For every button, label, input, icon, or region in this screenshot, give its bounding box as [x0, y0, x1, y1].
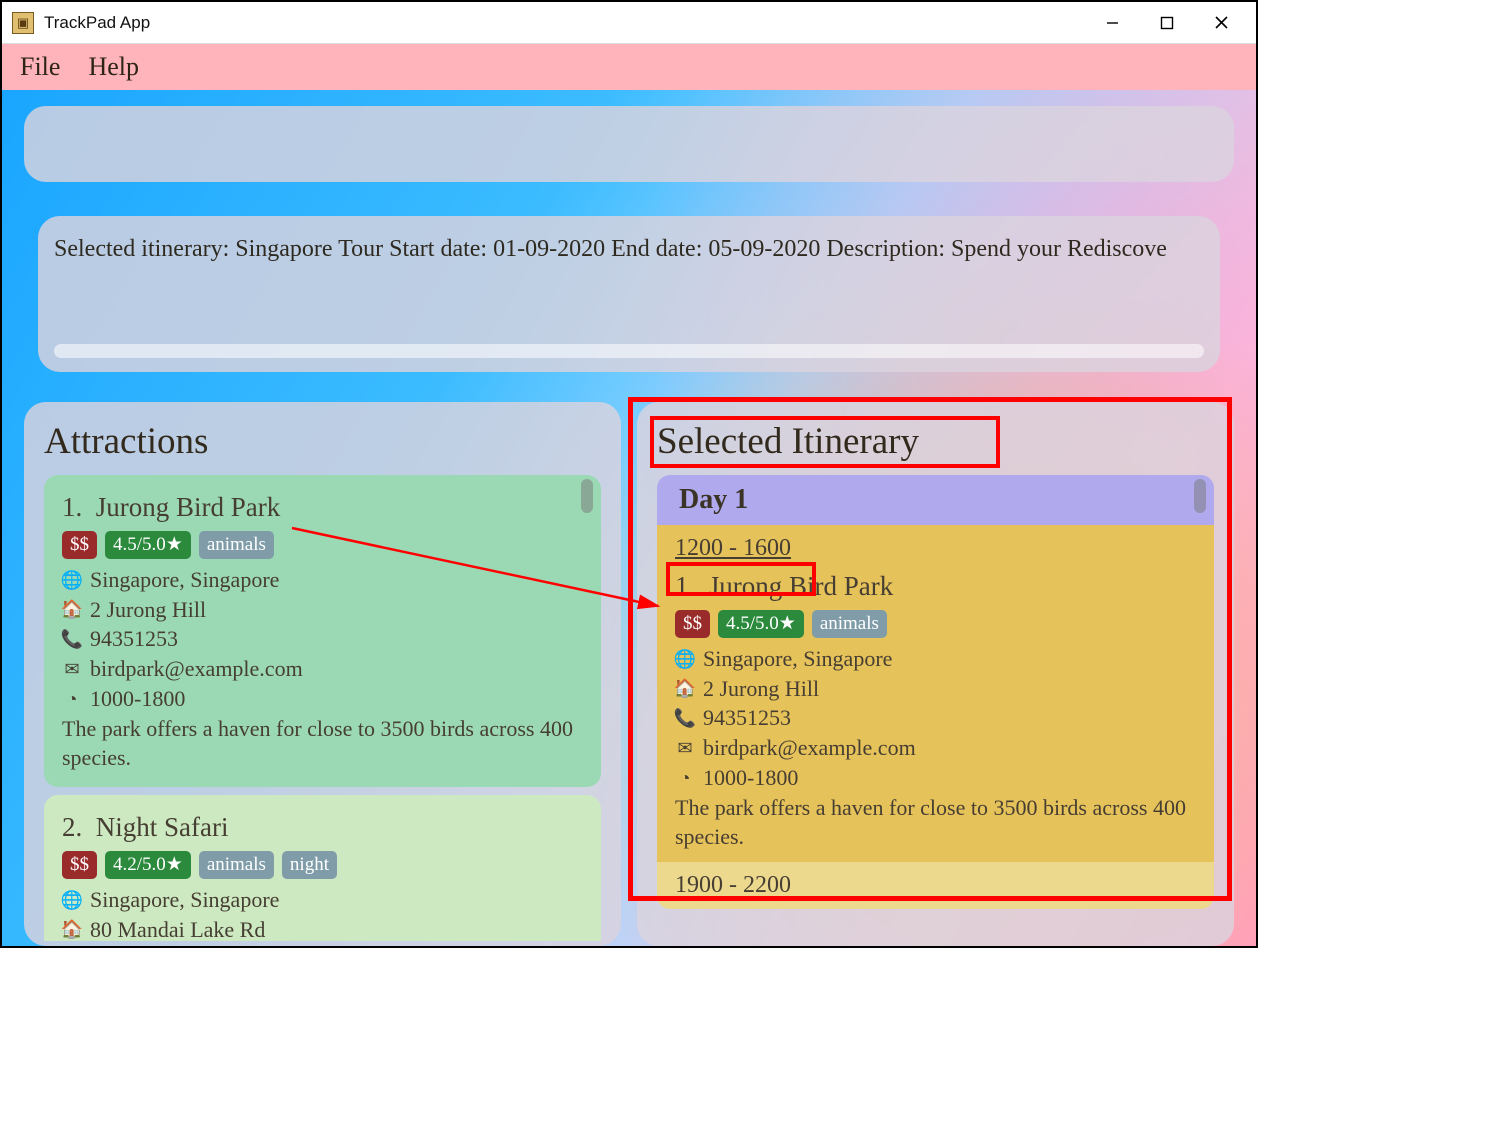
attraction-card[interactable]: 2. Night Safari $$ 4.2/5.0★ animals nigh…: [44, 795, 601, 941]
attractions-title: Attractions: [44, 420, 601, 463]
selected-itinerary-summary: Selected itinerary: Singapore Tour Start…: [54, 236, 1204, 263]
close-button[interactable]: [1194, 5, 1248, 41]
search-panel[interactable]: [24, 106, 1234, 182]
attractions-column: Attractions 1. Jurong Bird Park $$ 4.5/5…: [24, 402, 621, 946]
tag-badge: night: [282, 851, 337, 879]
home-icon: 🏠: [62, 917, 82, 941]
window-controls: [1086, 5, 1248, 41]
rating-badge: 4.5/5.0★: [105, 531, 191, 559]
menu-file[interactable]: File: [20, 52, 60, 82]
price-badge: $$: [62, 531, 97, 559]
info-scrollbar[interactable]: [54, 344, 1204, 358]
menu-help[interactable]: Help: [88, 52, 139, 82]
attraction-card[interactable]: 1. Jurong Bird Park $$ 4.5/5.0★ animals …: [44, 475, 601, 787]
tag-badge: animals: [199, 851, 274, 879]
location-line: 🌐Singapore, Singapore: [62, 565, 583, 595]
hours-line: ◔1000-1800: [62, 684, 583, 714]
email-line: ✉birdpark@example.com: [62, 654, 583, 684]
location-line: 🌐Singapore, Singapore: [62, 885, 583, 915]
badge-row: $$ 4.5/5.0★ animals: [62, 531, 583, 559]
tag-badge: animals: [199, 531, 274, 559]
attraction-desc: The park offers a haven for close to 350…: [62, 714, 583, 773]
maximize-button[interactable]: [1140, 5, 1194, 41]
phone-icon: 📞: [62, 627, 82, 651]
home-icon: 🏠: [62, 597, 82, 621]
app-window: ▣ TrackPad App File Help Selected itiner…: [0, 0, 1258, 948]
clock-icon: ◔: [62, 687, 82, 711]
app-icon: ▣: [12, 12, 34, 34]
globe-icon: 🌐: [62, 888, 82, 912]
attraction-heading: 2. Night Safari: [62, 809, 583, 845]
attractions-panel: Attractions 1. Jurong Bird Park $$ 4.5/5…: [24, 402, 621, 946]
info-panel: Selected itinerary: Singapore Tour Start…: [38, 216, 1220, 372]
address-line: 🏠2 Jurong Hill: [62, 595, 583, 625]
attractions-list[interactable]: 1. Jurong Bird Park $$ 4.5/5.0★ animals …: [44, 475, 601, 941]
window-title: TrackPad App: [44, 13, 1086, 33]
globe-icon: 🌐: [62, 568, 82, 592]
price-badge: $$: [62, 851, 97, 879]
annotation-highlight-panel: [628, 397, 1232, 901]
address-line: 🏠80 Mandai Lake Rd: [62, 915, 583, 941]
attractions-scrollbar[interactable]: [581, 479, 593, 513]
client-area: Selected itinerary: Singapore Tour Start…: [2, 90, 1256, 946]
titlebar: ▣ TrackPad App: [2, 2, 1256, 44]
minimize-button[interactable]: [1086, 5, 1140, 41]
mail-icon: ✉: [62, 657, 82, 681]
badge-row: $$ 4.2/5.0★ animals night: [62, 851, 583, 879]
rating-badge: 4.2/5.0★: [105, 851, 191, 879]
menubar: File Help: [2, 44, 1256, 90]
phone-line: 📞94351253: [62, 624, 583, 654]
attraction-heading: 1. Jurong Bird Park: [62, 489, 583, 525]
